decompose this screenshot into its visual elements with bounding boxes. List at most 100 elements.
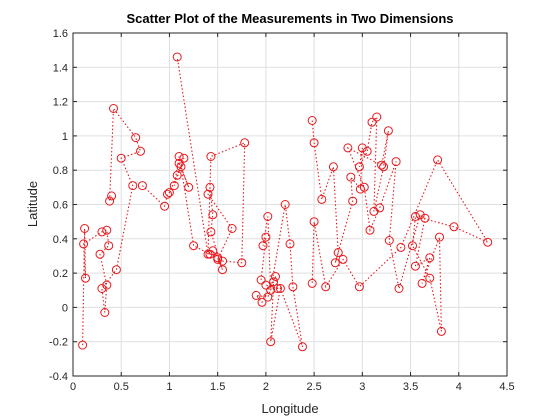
x-tick-label: 4.5 — [499, 381, 514, 393]
x-tick-label: 2.5 — [306, 381, 321, 393]
data-point — [379, 162, 389, 172]
data-point — [104, 241, 114, 251]
data-point — [131, 133, 141, 143]
data-point — [206, 227, 216, 237]
data-point — [285, 239, 295, 249]
data-point — [160, 201, 170, 211]
data-point — [436, 326, 446, 336]
series-group — [307, 112, 493, 336]
data-point — [263, 292, 273, 302]
data-point — [362, 146, 372, 156]
data-point — [365, 225, 375, 235]
series-group — [251, 200, 307, 352]
data-point — [213, 254, 223, 264]
data-point — [116, 153, 126, 163]
data-point — [78, 340, 88, 350]
data-point — [408, 241, 417, 251]
data-point — [394, 284, 404, 293]
data-point — [449, 222, 459, 232]
data-point — [174, 152, 184, 161]
x-tick-label: 0.5 — [114, 381, 129, 393]
data-point — [218, 256, 227, 266]
x-tick-label: 2 — [263, 381, 269, 393]
y-tick-label: 1.2 — [53, 97, 68, 109]
data-point — [425, 253, 435, 263]
data-point — [288, 282, 298, 292]
data-point — [261, 280, 271, 290]
data-point — [280, 200, 290, 209]
plot-frame — [72, 32, 508, 377]
data-point — [163, 189, 172, 199]
data-point — [81, 273, 90, 283]
data-point — [271, 272, 280, 281]
data-point — [343, 143, 353, 153]
x-tick-label: 1.5 — [210, 381, 225, 393]
y-tick-labels: -0.4 -0.2 0 0.2 0.4 0.6 0.8 1 1.2 1.4 1.6 — [49, 28, 68, 383]
data-point — [237, 258, 247, 268]
data-point — [80, 224, 90, 233]
data-point — [172, 170, 182, 180]
y-tick-label: 1 — [62, 131, 68, 143]
data-point — [109, 104, 118, 113]
data-point — [258, 241, 268, 251]
data-point — [263, 212, 273, 221]
chart-title: Scatter Plot of the Measurements in Two … — [127, 11, 454, 26]
data-point — [128, 181, 138, 191]
data-point — [111, 265, 121, 275]
data-point — [417, 278, 427, 288]
data-point — [309, 138, 319, 148]
data-point — [176, 162, 186, 172]
data-point — [136, 146, 145, 156]
data-point — [433, 155, 443, 165]
data-point — [240, 138, 250, 148]
y-axis-label: Latitude — [25, 181, 40, 227]
data-point — [298, 342, 307, 352]
data-point — [107, 191, 117, 201]
data-point — [269, 277, 279, 287]
data-series — [78, 52, 493, 352]
data-point — [359, 182, 369, 192]
data-point — [420, 213, 430, 223]
data-point — [384, 236, 394, 245]
data-point — [435, 232, 444, 242]
data-point — [208, 210, 218, 220]
data-point — [483, 237, 493, 247]
data-point — [102, 225, 112, 235]
y-tick-label: 1.4 — [53, 62, 68, 74]
data-point — [266, 337, 276, 347]
data-point — [391, 157, 401, 167]
data-point — [346, 172, 356, 182]
data-point — [257, 297, 267, 307]
x-axis-label: Longitude — [261, 401, 318, 416]
data-point — [383, 126, 393, 136]
data-point — [137, 181, 147, 191]
data-point — [97, 227, 107, 237]
series-line — [82, 106, 142, 346]
data-point — [256, 275, 266, 285]
data-point — [396, 242, 406, 252]
x-tick-label: 3 — [359, 381, 365, 393]
data-point — [203, 189, 213, 199]
y-tick-label: -0.2 — [49, 337, 68, 349]
data-point — [97, 284, 107, 293]
data-point — [348, 196, 358, 206]
data-point — [367, 117, 377, 127]
data-point — [102, 280, 112, 290]
data-point — [189, 241, 199, 251]
x-tick-label: 0 — [70, 381, 76, 393]
series-group — [137, 52, 250, 275]
data-point — [100, 308, 110, 317]
data-point — [205, 182, 215, 192]
series-group — [78, 104, 145, 350]
data-point — [375, 203, 385, 213]
data-point — [208, 246, 218, 256]
data-point — [410, 212, 420, 221]
data-point — [338, 254, 348, 264]
data-point — [105, 196, 115, 206]
data-point — [377, 160, 387, 170]
y-tick-label: 0.2 — [53, 268, 68, 280]
x-tick-label: 3.5 — [403, 381, 418, 393]
data-point — [317, 194, 327, 204]
data-point — [273, 284, 282, 293]
